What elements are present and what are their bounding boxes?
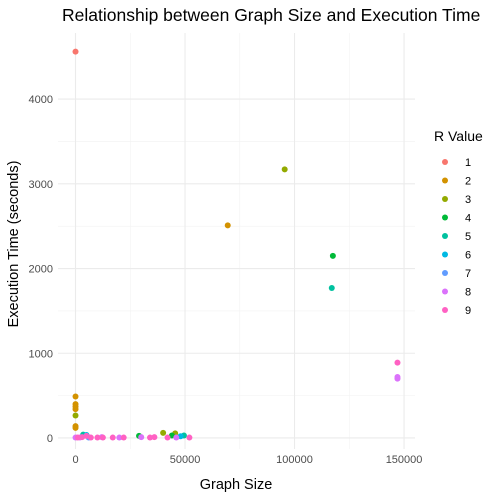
- legend-key-r8: [442, 288, 448, 295]
- legend-label-r7: 7: [465, 268, 471, 280]
- legend-key-r1: [442, 159, 448, 165]
- data-point-r4: [329, 252, 336, 259]
- data-point-r3: [281, 166, 288, 173]
- data-point-r9: [94, 434, 101, 441]
- data-point-r2: [72, 424, 79, 431]
- legend-key-r4: [442, 214, 448, 221]
- legend-label-r4: 4: [465, 213, 471, 225]
- data-point-r9: [164, 434, 171, 441]
- legend-key-r2: [442, 177, 448, 184]
- y-tick-label: 3000: [29, 179, 53, 191]
- legend-key-r6: [442, 251, 448, 258]
- data-point-r9: [186, 434, 193, 441]
- data-point-r9: [109, 434, 116, 441]
- y-axis-title: Execution Time (seconds): [6, 161, 22, 328]
- data-point-r9: [120, 434, 127, 441]
- legend-label-r6: 6: [465, 250, 471, 262]
- data-point-r8: [173, 434, 180, 441]
- legend-label-r3: 3: [465, 194, 471, 206]
- x-axis-title: Graph Size: [200, 477, 273, 493]
- y-tick-label: 0: [47, 433, 53, 445]
- data-point-r1: [72, 48, 79, 55]
- x-tick-label: 0: [72, 454, 78, 466]
- y-tick-label: 4000: [29, 94, 53, 106]
- data-point-r3: [72, 412, 79, 419]
- data-point-r8: [116, 434, 123, 441]
- data-point-r8: [138, 434, 145, 441]
- y-tick-label: 2000: [29, 264, 53, 276]
- data-point-r5: [328, 285, 335, 292]
- legend-label-r1: 1: [465, 157, 471, 169]
- tick-labels: 0 50000 100000 150000 0 1000 2000 3000 4000: [29, 94, 423, 466]
- chart-title: Relationship between Graph Size and Exec…: [62, 5, 480, 25]
- data-point-r9: [99, 434, 106, 441]
- data-point-r3: [160, 429, 167, 436]
- x-tick-label: 150000: [386, 454, 423, 466]
- legend-label-r2: 2: [465, 176, 471, 188]
- legend-label-r9: 9: [465, 305, 471, 317]
- legend-key-r7: [442, 270, 448, 276]
- legend-label-r5: 5: [465, 231, 471, 243]
- data-point-r9: [87, 434, 94, 441]
- data-point-r9: [151, 434, 158, 441]
- y-tick-label: 1000: [29, 348, 53, 360]
- legend-key-r9: [442, 307, 448, 313]
- legend-items: 1 2 3 4 5 6 7 8 9: [442, 157, 471, 317]
- data-point-r2: [72, 406, 79, 413]
- x-tick-label: 50000: [170, 454, 201, 466]
- legend-key-r3: [442, 196, 448, 202]
- data-points: [72, 48, 401, 441]
- data-point-r9: [146, 434, 153, 441]
- legend-key-r5: [442, 233, 448, 239]
- data-point-r9: [74, 434, 81, 441]
- legend: R Value 1 2 3 4 5 6 7 8 9: [434, 128, 483, 317]
- data-point-r8: [394, 373, 401, 380]
- data-point-r2: [224, 222, 231, 229]
- data-point-r2: [72, 393, 79, 400]
- grid: [58, 33, 415, 449]
- x-tick-label: 100000: [276, 454, 313, 466]
- legend-title: R Value: [434, 128, 483, 144]
- data-point-r9: [394, 359, 401, 366]
- legend-label-r8: 8: [465, 287, 471, 299]
